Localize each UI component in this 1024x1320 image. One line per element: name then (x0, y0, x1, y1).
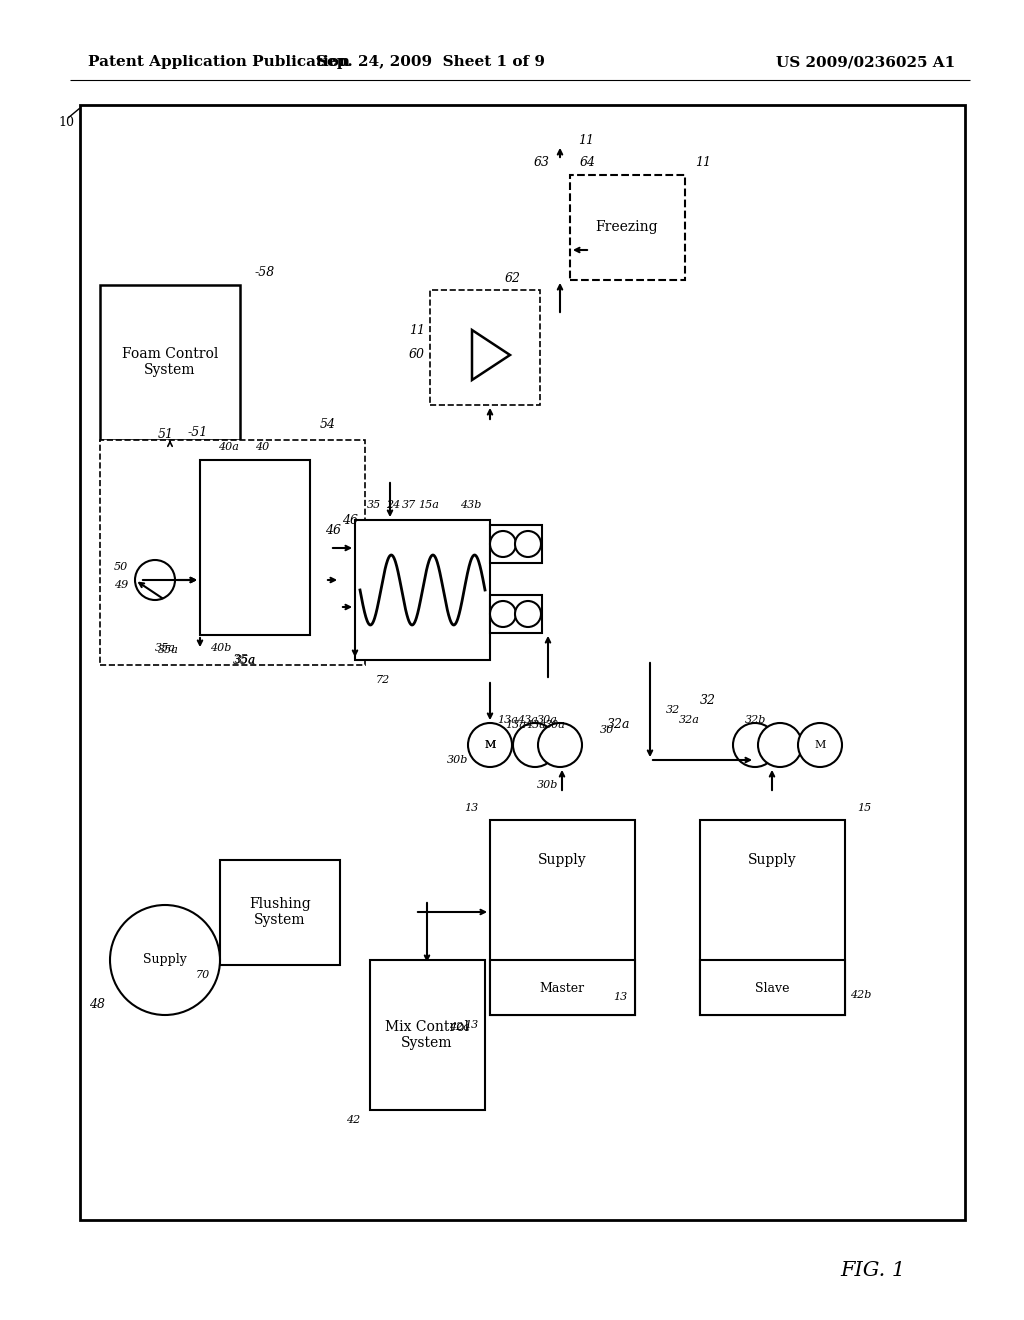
Text: 32a: 32a (679, 715, 700, 725)
Text: 30: 30 (600, 725, 614, 735)
Text: Freezing: Freezing (596, 220, 658, 234)
Text: 40: 40 (255, 442, 269, 451)
Text: 30a: 30a (545, 719, 566, 730)
Text: 15a: 15a (418, 500, 439, 510)
Text: Mix Control
System: Mix Control System (385, 1020, 469, 1051)
Text: Flushing
System: Flushing System (249, 896, 311, 927)
Text: US 2009/0236025 A1: US 2009/0236025 A1 (776, 55, 955, 69)
Text: 54: 54 (319, 418, 336, 432)
Text: 35a: 35a (233, 653, 257, 667)
Circle shape (515, 601, 541, 627)
Text: 32: 32 (700, 693, 716, 706)
Bar (570, 176, 685, 280)
Text: 49: 49 (114, 579, 128, 590)
Text: 32: 32 (666, 705, 680, 715)
Circle shape (538, 723, 582, 767)
Text: 13a: 13a (505, 719, 526, 730)
Bar (490, 820, 635, 1015)
Bar (700, 960, 845, 1015)
Circle shape (515, 531, 541, 557)
Text: 43a: 43a (517, 715, 538, 725)
Circle shape (513, 723, 557, 767)
Text: Master: Master (540, 982, 585, 994)
Text: 35a: 35a (158, 645, 178, 655)
Text: 42a: 42a (450, 1022, 470, 1032)
Text: 35a: 35a (155, 643, 176, 653)
Text: 30b: 30b (538, 780, 559, 789)
Bar (100, 440, 365, 665)
Circle shape (758, 723, 802, 767)
Text: 35a: 35a (234, 655, 255, 665)
Circle shape (135, 560, 175, 601)
Bar (430, 290, 540, 405)
Text: 48: 48 (89, 998, 105, 1011)
Bar (700, 820, 845, 1015)
Text: 11: 11 (578, 133, 594, 147)
Text: 15: 15 (857, 803, 871, 813)
Bar (370, 960, 485, 1110)
Bar (490, 525, 542, 564)
Text: 30b: 30b (446, 755, 468, 766)
Circle shape (110, 906, 220, 1015)
Text: Patent Application Publication: Patent Application Publication (88, 55, 350, 69)
Circle shape (798, 723, 842, 767)
Text: Sep. 24, 2009  Sheet 1 of 9: Sep. 24, 2009 Sheet 1 of 9 (315, 55, 545, 69)
Text: 72: 72 (376, 675, 390, 685)
Bar (440, 310, 472, 345)
Text: 42b: 42b (850, 990, 871, 1001)
Text: 60: 60 (409, 348, 425, 362)
Text: Supply: Supply (538, 853, 587, 867)
Circle shape (733, 723, 777, 767)
Text: 11: 11 (409, 323, 425, 337)
Text: 51: 51 (158, 429, 174, 441)
Text: M: M (484, 741, 496, 750)
Text: 46: 46 (325, 524, 341, 536)
Text: 50: 50 (114, 562, 128, 572)
Text: 30a: 30a (538, 715, 558, 725)
Text: 13: 13 (464, 1020, 478, 1030)
Bar (490, 960, 635, 1015)
Text: FIG. 1: FIG. 1 (840, 1261, 905, 1279)
Bar (440, 345, 472, 380)
Text: Foam Control
System: Foam Control System (122, 347, 218, 378)
Text: 40b: 40b (210, 643, 231, 653)
Text: 32b: 32b (745, 715, 767, 725)
Text: 11: 11 (695, 157, 711, 169)
Circle shape (468, 723, 512, 767)
Bar (80, 106, 965, 1220)
Text: 24: 24 (386, 500, 400, 510)
Text: M: M (814, 741, 825, 750)
Bar (200, 459, 310, 635)
Text: 35: 35 (367, 500, 381, 510)
Text: 46: 46 (342, 513, 358, 527)
Text: M: M (484, 741, 496, 750)
Text: 13a: 13a (497, 715, 518, 725)
Text: 64: 64 (580, 157, 596, 169)
Text: 37: 37 (402, 500, 416, 510)
Text: 13: 13 (464, 803, 478, 813)
Text: 62: 62 (505, 272, 521, 285)
Bar (220, 861, 340, 965)
Text: Supply: Supply (143, 953, 187, 966)
Text: 63: 63 (534, 157, 550, 169)
Text: 43a: 43a (525, 719, 546, 730)
Bar (490, 595, 542, 634)
Circle shape (490, 601, 516, 627)
Text: -51: -51 (188, 425, 208, 438)
Text: 40a: 40a (218, 442, 239, 451)
Text: Slave: Slave (755, 982, 790, 994)
Bar (355, 520, 490, 660)
Text: 42: 42 (346, 1115, 360, 1125)
Bar (100, 285, 240, 440)
Text: Supply: Supply (748, 853, 797, 867)
Circle shape (490, 531, 516, 557)
Text: 70: 70 (196, 970, 210, 979)
Text: 13: 13 (613, 993, 627, 1002)
Text: 32a: 32a (606, 718, 630, 731)
Text: 10: 10 (58, 116, 74, 128)
Text: 43b: 43b (460, 500, 481, 510)
Text: -58: -58 (255, 265, 275, 279)
